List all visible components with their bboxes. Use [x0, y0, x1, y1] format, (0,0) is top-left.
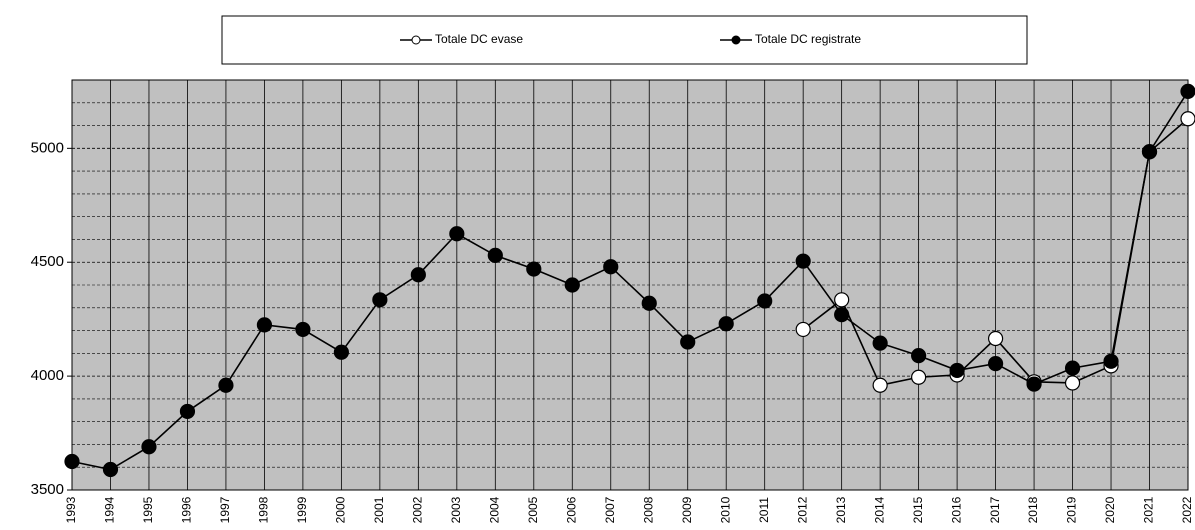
data-point: [603, 259, 619, 275]
x-tick-label: 2016: [949, 496, 963, 523]
x-tick-label: 2010: [718, 496, 732, 523]
x-tick-label: 2005: [526, 496, 540, 523]
data-point: [333, 344, 349, 360]
legend-label: Totale DC evase: [435, 32, 523, 46]
x-tick-label: 1995: [141, 496, 155, 523]
data-point: [834, 307, 850, 323]
plot-border: [71, 79, 1189, 491]
x-tick-label: 2004: [487, 496, 501, 523]
x-tick-label: 2015: [911, 496, 925, 523]
data-point: [949, 362, 965, 379]
x-tick-label: 2019: [1065, 496, 1079, 523]
data-point: [1064, 375, 1081, 391]
data-point: [295, 321, 311, 338]
data-point: [526, 261, 542, 277]
data-point: [987, 355, 1004, 372]
x-tick-label: 2012: [795, 496, 809, 523]
legend-marker: [731, 35, 741, 45]
data-point: [372, 292, 388, 308]
data-point: [256, 317, 273, 333]
legend-box: [221, 15, 1028, 65]
x-tick-label: 2008: [641, 496, 655, 523]
data-point: [410, 267, 426, 283]
x-tick-label: 2006: [564, 496, 578, 523]
x-tick-label: 2017: [988, 496, 1002, 523]
data-point: [1180, 83, 1195, 99]
x-tick-label: 2007: [603, 496, 617, 523]
data-point: [680, 334, 696, 350]
x-tick-label: 1993: [64, 496, 78, 523]
data-point: [179, 403, 196, 420]
x-tick-label: 1996: [180, 496, 194, 523]
x-tick-label: 2009: [680, 496, 694, 523]
data-point: [795, 321, 811, 338]
legend-marker: [411, 35, 421, 45]
x-tick-label: 2014: [872, 496, 886, 523]
y-tick-label: 4500: [31, 253, 64, 270]
data-point: [1064, 360, 1081, 376]
data-point: [64, 453, 80, 470]
x-tick-label: 1994: [103, 496, 117, 523]
data-point: [795, 253, 811, 269]
data-point: [872, 377, 888, 393]
x-tick-label: 2001: [372, 496, 386, 523]
data-point: [218, 377, 234, 393]
data-point: [834, 292, 850, 308]
data-point: [987, 330, 1004, 347]
data-point: [641, 295, 657, 311]
data-point: [911, 348, 927, 364]
x-tick-label: 2022: [1180, 496, 1194, 523]
x-tick-label: 2002: [411, 496, 425, 523]
x-tick-label: 2003: [449, 496, 463, 523]
data-point: [564, 277, 580, 293]
x-tick-label: 1999: [295, 496, 309, 523]
x-tick-label: 2021: [1142, 496, 1156, 523]
data-point: [718, 316, 734, 332]
x-tick-label: 2020: [1103, 496, 1117, 523]
data-point: [487, 247, 503, 263]
y-tick-label: 3500: [31, 481, 64, 498]
x-tick-label: 2000: [334, 496, 348, 523]
data-point: [449, 226, 465, 242]
y-tick-label: 5000: [31, 139, 64, 156]
y-tick-label: 4000: [31, 367, 64, 384]
x-tick-label: 1998: [257, 496, 271, 523]
data-point: [141, 439, 157, 455]
x-tick-label: 2013: [834, 496, 848, 523]
data-point: [1026, 376, 1042, 392]
data-point: [102, 461, 119, 478]
x-tick-label: 2011: [757, 497, 771, 523]
x-tick-label: 1997: [218, 496, 232, 523]
data-point: [872, 335, 888, 351]
data-point: [1180, 111, 1195, 127]
data-point: [911, 369, 927, 385]
data-point: [1141, 144, 1158, 160]
x-tick-label: 2018: [1026, 496, 1040, 523]
data-point: [757, 293, 773, 309]
legend-label: Totale DC registrate: [755, 32, 861, 46]
data-point: [1103, 353, 1119, 369]
